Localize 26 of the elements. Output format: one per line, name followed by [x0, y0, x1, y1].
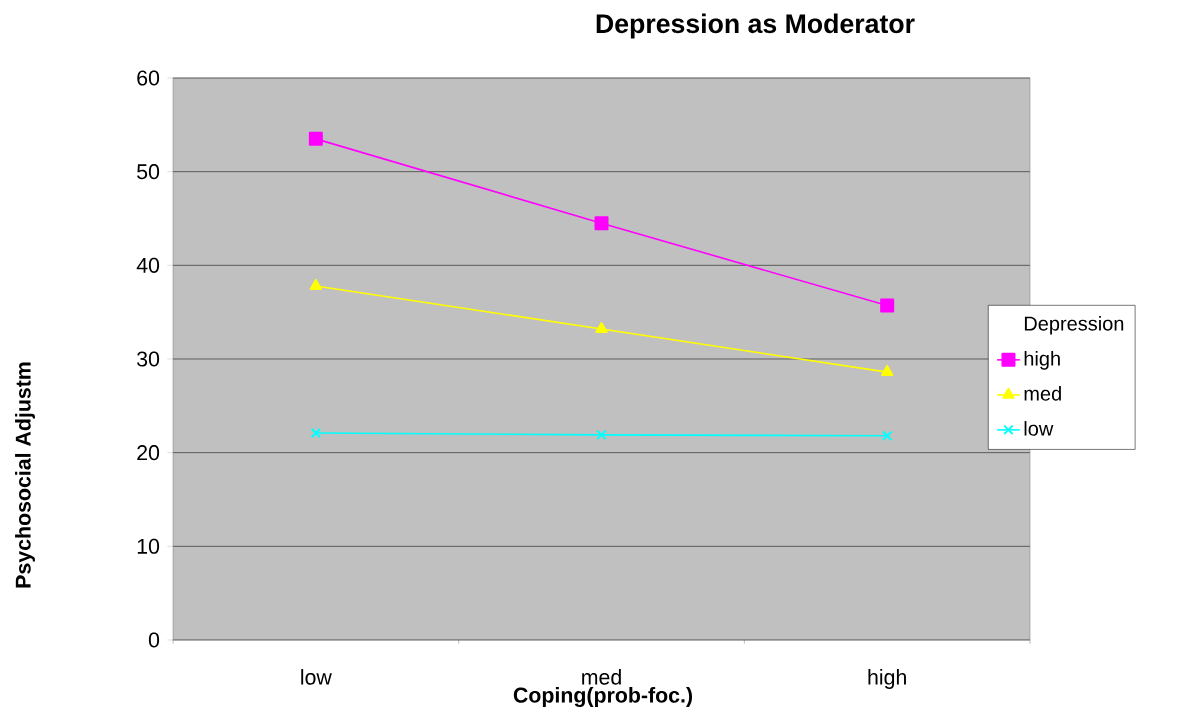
- x-axis-title: Coping(prob-foc.): [513, 687, 693, 707]
- x-tick-label: low: [301, 669, 332, 685]
- point: [881, 430, 893, 442]
- legend-label: med: [1024, 386, 1061, 401]
- point: [596, 429, 607, 441]
- legend-label: high: [1024, 351, 1060, 370]
- x-tick-label: high: [868, 669, 906, 689]
- point: [595, 322, 608, 334]
- y-tick-label: 50: [137, 164, 160, 180]
- point: [880, 365, 894, 377]
- chart-title: Depression as Moderator: [596, 13, 915, 39]
- point: [308, 131, 323, 146]
- y-tick-label: 10: [137, 538, 160, 554]
- point: [880, 298, 895, 313]
- x-tick-label: med: [582, 669, 621, 685]
- y-tick-label: 0: [148, 632, 160, 648]
- point: [594, 216, 609, 231]
- y-tick-label: 30: [137, 351, 160, 367]
- y-tick-label: 20: [137, 445, 160, 461]
- y-tick-label: 60: [137, 70, 160, 86]
- legend-title: Depression: [1024, 315, 1124, 335]
- legend-label: low: [1024, 421, 1054, 436]
- point: [309, 278, 323, 290]
- y-axis-title: Psychosocial Adjustm: [15, 362, 35, 588]
- y-tick-label: 40: [136, 257, 160, 273]
- point: [310, 427, 322, 439]
